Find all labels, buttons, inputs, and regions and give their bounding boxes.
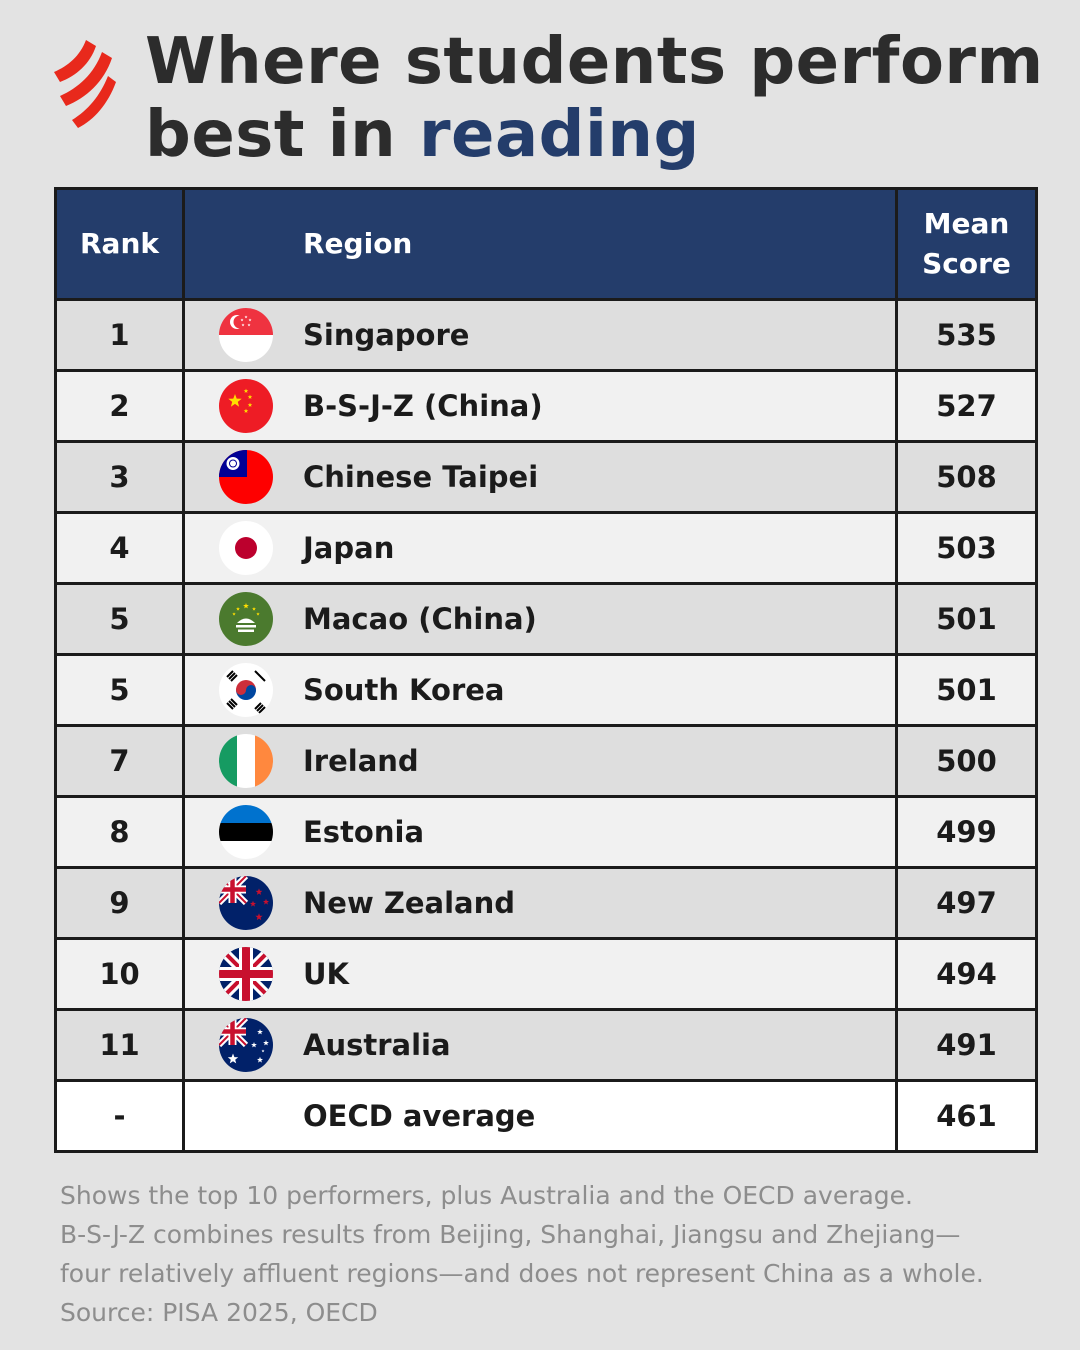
footnote: Shows the top 10 performers, plus Austra… <box>60 1176 1040 1332</box>
region-name: B-S-J-Z (China) <box>303 389 543 423</box>
footnote-line-1: Shows the top 10 performers, plus Austra… <box>60 1181 914 1210</box>
rank-cell: 2 <box>54 369 185 443</box>
table-row: 9 New Zealand 497 <box>54 866 1038 940</box>
footnote-line-4: Source: PISA 2025, OECD <box>60 1298 378 1327</box>
footnote-line-3: four relatively affluent regions—and doe… <box>60 1259 984 1288</box>
region-cell: Singapore <box>182 298 898 372</box>
region-name: Macao (China) <box>303 602 537 636</box>
region-cell: New Zealand <box>182 866 898 940</box>
japan-flag-icon <box>219 521 273 575</box>
south-korea-flag-icon <box>219 663 273 717</box>
footnote-line-2: B-S-J-Z combines results from Beijing, S… <box>60 1220 961 1249</box>
score-cell: 503 <box>895 511 1038 585</box>
rank-cell: 8 <box>54 795 185 869</box>
region-cell: South Korea <box>182 653 898 727</box>
column-header-rank: Rank <box>54 187 185 301</box>
sbs-logo-icon <box>54 40 116 128</box>
region-cell: Macao (China) <box>182 582 898 656</box>
uk-flag-icon <box>219 947 273 1001</box>
region-name: New Zealand <box>303 886 516 920</box>
table-row: 3 Chinese Taipei 508 <box>54 440 1038 514</box>
page-title: Where students perform best in reading <box>145 26 1045 172</box>
table-row: 2 B-S-J-Z (China) 527 <box>54 369 1038 443</box>
column-header-score-line-2: Score <box>922 247 1011 280</box>
rank-cell: 3 <box>54 440 185 514</box>
table-row: 4 Japan 503 <box>54 511 1038 585</box>
region-name: UK <box>303 957 350 991</box>
region-name: Chinese Taipei <box>303 460 539 494</box>
table-header-row: Rank Region Mean Score <box>54 187 1038 301</box>
rank-cell: 4 <box>54 511 185 585</box>
table-row: 5 Macao (China) 501 <box>54 582 1038 656</box>
ranking-table: Rank Region Mean Score 1 Singapore 535 2 B-S… <box>54 187 1038 1153</box>
table-row: 8 Estonia 499 <box>54 795 1038 869</box>
australia-flag-icon <box>219 1018 273 1072</box>
region-name: South Korea <box>303 673 505 707</box>
region-cell: Chinese Taipei <box>182 440 898 514</box>
region-name: Australia <box>303 1028 451 1062</box>
region-cell: Australia <box>182 1008 898 1082</box>
region-cell: OECD average <box>182 1079 898 1153</box>
region-name: Singapore <box>303 318 470 352</box>
score-cell: 491 <box>895 1008 1038 1082</box>
table-row: 1 Singapore 535 <box>54 298 1038 372</box>
table-row: 11 Australia 491 <box>54 1008 1038 1082</box>
score-cell: 501 <box>895 653 1038 727</box>
score-cell: 461 <box>895 1079 1038 1153</box>
region-name: Japan <box>303 531 395 565</box>
singapore-flag-icon <box>219 308 273 362</box>
region-cell: Japan <box>182 511 898 585</box>
title-accent: reading <box>418 98 700 172</box>
rank-cell: 11 <box>54 1008 185 1082</box>
score-cell: 499 <box>895 795 1038 869</box>
rank-cell: - <box>54 1079 185 1153</box>
taiwan-flag-icon <box>219 450 273 504</box>
score-cell: 501 <box>895 582 1038 656</box>
region-name: OECD average <box>303 1099 536 1133</box>
rank-cell: 9 <box>54 866 185 940</box>
table-row: 7 Ireland 500 <box>54 724 1038 798</box>
rank-cell: 10 <box>54 937 185 1011</box>
region-name: Ireland <box>303 744 419 778</box>
new-zealand-flag-icon <box>219 876 273 930</box>
score-cell: 527 <box>895 369 1038 443</box>
estonia-flag-icon <box>219 805 273 859</box>
score-cell: 494 <box>895 937 1038 1011</box>
table-row: 5 South Korea 501 <box>54 653 1038 727</box>
table-row: - OECD average 461 <box>54 1079 1038 1153</box>
title-line-1: Where students perform <box>145 25 1044 99</box>
score-cell: 508 <box>895 440 1038 514</box>
column-header-score: Mean Score <box>895 187 1038 301</box>
region-cell: Estonia <box>182 795 898 869</box>
score-cell: 500 <box>895 724 1038 798</box>
title-line-2: best in reading <box>145 99 1045 172</box>
region-cell: Ireland <box>182 724 898 798</box>
table-body: 1 Singapore 535 2 B-S-J-Z (China) 527 3 Chinese… <box>54 298 1038 1153</box>
table-row: 10 UK 494 <box>54 937 1038 1011</box>
region-cell: UK <box>182 937 898 1011</box>
title-prefix: best in <box>145 98 397 172</box>
rank-cell: 1 <box>54 298 185 372</box>
score-cell: 497 <box>895 866 1038 940</box>
region-cell: B-S-J-Z (China) <box>182 369 898 443</box>
ireland-flag-icon <box>219 734 273 788</box>
rank-cell: 5 <box>54 582 185 656</box>
score-cell: 535 <box>895 298 1038 372</box>
region-name: Estonia <box>303 815 425 849</box>
rank-cell: 7 <box>54 724 185 798</box>
column-header-region: Region <box>182 187 898 301</box>
rank-cell: 5 <box>54 653 185 727</box>
macao-flag-icon <box>219 592 273 646</box>
china-flag-icon <box>219 379 273 433</box>
column-header-score-line-1: Mean <box>923 207 1010 240</box>
